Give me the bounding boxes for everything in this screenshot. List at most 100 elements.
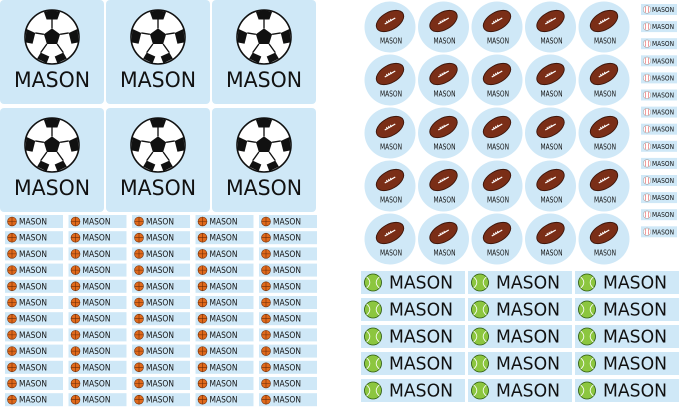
icon bbox=[642, 56, 652, 65]
wide-label bbox=[361, 379, 465, 402]
strip-label bbox=[5, 279, 63, 293]
icon bbox=[70, 216, 81, 227]
label-name: MASON bbox=[380, 37, 402, 46]
strip-label bbox=[5, 344, 63, 358]
label-name: MASON bbox=[210, 266, 238, 276]
strip-label bbox=[132, 360, 190, 374]
icon bbox=[7, 394, 17, 405]
label-name: MASON bbox=[541, 196, 563, 205]
label-name: MASON bbox=[273, 315, 301, 325]
strip-label bbox=[5, 312, 63, 326]
label-name: MASON bbox=[496, 354, 560, 375]
label-name: MASON bbox=[210, 347, 238, 357]
strip-label bbox=[132, 296, 190, 309]
strip-label bbox=[5, 328, 63, 342]
strip-label bbox=[68, 344, 127, 358]
label-name: MASON bbox=[652, 143, 674, 151]
label-name: MASON bbox=[19, 250, 47, 260]
label-name: MASON bbox=[652, 57, 674, 65]
strip-label bbox=[195, 328, 254, 342]
label-name: MASON bbox=[603, 354, 667, 375]
label-name: MASON bbox=[146, 380, 174, 390]
icon bbox=[134, 394, 144, 405]
icon bbox=[7, 313, 17, 324]
label-name: MASON bbox=[594, 37, 616, 46]
label-name: MASON bbox=[380, 196, 402, 205]
strip-label bbox=[195, 393, 254, 407]
icon bbox=[134, 281, 144, 292]
strip-label bbox=[195, 344, 254, 358]
wide-label bbox=[575, 352, 679, 375]
icon bbox=[7, 281, 17, 292]
icon bbox=[578, 381, 596, 400]
label-name: MASON bbox=[603, 381, 667, 402]
strip-label bbox=[68, 215, 127, 228]
strip-label bbox=[5, 377, 63, 390]
label-name: MASON bbox=[210, 299, 238, 309]
tiny-label bbox=[641, 106, 677, 118]
icon bbox=[364, 381, 382, 400]
label-name: MASON bbox=[652, 92, 674, 100]
strip-label bbox=[5, 215, 63, 228]
icon bbox=[134, 265, 144, 275]
label-name: MASON bbox=[14, 176, 90, 200]
label-name: MASON bbox=[210, 396, 238, 406]
strip-label bbox=[132, 377, 190, 390]
wide-label bbox=[361, 271, 465, 294]
strip-label bbox=[68, 231, 127, 245]
label-name: MASON bbox=[594, 143, 616, 152]
icon bbox=[642, 5, 652, 14]
label-name: MASON bbox=[226, 68, 302, 92]
icon bbox=[578, 273, 596, 292]
tiny-label bbox=[641, 4, 677, 15]
icon bbox=[197, 232, 208, 243]
icon bbox=[197, 281, 208, 292]
strip-label bbox=[195, 360, 254, 374]
icon bbox=[261, 216, 271, 227]
label-name: MASON bbox=[273, 299, 301, 309]
label-name: MASON bbox=[594, 90, 616, 99]
strip-label bbox=[259, 231, 317, 245]
strip-label bbox=[132, 393, 190, 407]
label-name: MASON bbox=[389, 354, 453, 375]
icon bbox=[197, 265, 208, 275]
strip-label bbox=[68, 296, 127, 309]
label-name: MASON bbox=[273, 396, 301, 406]
icon bbox=[261, 313, 271, 324]
strip-label bbox=[195, 247, 254, 261]
icon bbox=[471, 273, 489, 292]
strip-label bbox=[5, 360, 63, 374]
label-name: MASON bbox=[210, 380, 238, 390]
strip-label bbox=[195, 215, 254, 228]
label-name: MASON bbox=[434, 37, 456, 46]
icon bbox=[197, 346, 208, 356]
strip-label bbox=[68, 312, 127, 326]
strip-label bbox=[132, 312, 190, 326]
label-name: MASON bbox=[652, 74, 674, 82]
label-name: MASON bbox=[19, 218, 47, 228]
label-name: MASON bbox=[434, 143, 456, 152]
label-name: MASON bbox=[83, 218, 111, 228]
tiny-label bbox=[641, 192, 677, 204]
label-name: MASON bbox=[83, 234, 111, 244]
icon bbox=[70, 232, 81, 243]
strip-label bbox=[259, 328, 317, 342]
strip-label bbox=[195, 296, 254, 309]
tiny-label bbox=[641, 123, 677, 135]
label-name: MASON bbox=[380, 90, 402, 99]
wide-label bbox=[468, 325, 572, 348]
icon bbox=[7, 216, 17, 227]
icon bbox=[642, 73, 652, 82]
icon bbox=[642, 193, 652, 202]
label-name: MASON bbox=[652, 109, 674, 117]
icon bbox=[642, 176, 652, 185]
label-name: MASON bbox=[496, 327, 560, 348]
wide-label bbox=[575, 379, 679, 402]
tiny-label bbox=[641, 38, 677, 50]
label-name: MASON bbox=[273, 363, 301, 373]
strip-label bbox=[259, 263, 317, 277]
label-name: MASON bbox=[14, 68, 90, 92]
wide-label bbox=[361, 352, 465, 375]
label-name: MASON bbox=[652, 160, 674, 168]
label-name: MASON bbox=[120, 176, 196, 200]
